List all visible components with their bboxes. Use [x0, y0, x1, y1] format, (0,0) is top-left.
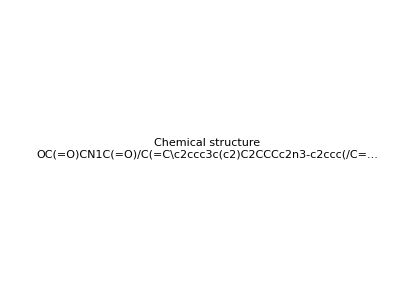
Text: Chemical structure
OC(=O)CN1C(=O)/C(=C\c2ccc3c(c2)C2CCCc2n3-c2ccc(/C=...: Chemical structure OC(=O)CN1C(=O)/C(=C\c… — [37, 138, 378, 160]
